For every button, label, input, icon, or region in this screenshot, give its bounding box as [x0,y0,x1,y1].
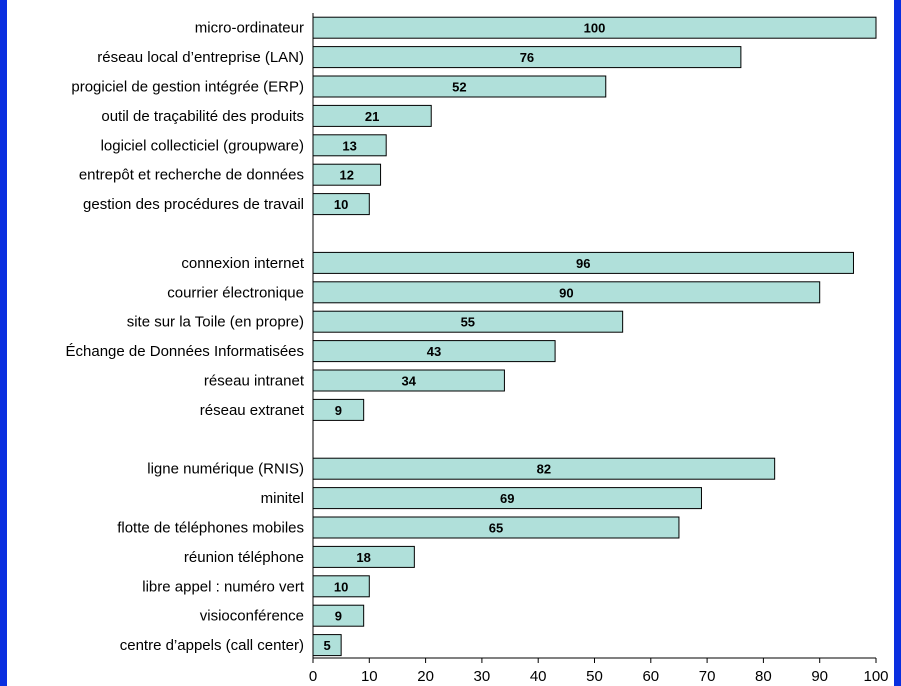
category-label: réseau intranet [204,373,305,390]
category-label: logiciel collecticiel (groupware) [101,137,304,154]
category-label: Échange de Données Informatisées [66,343,304,360]
bar-value-label: 76 [520,50,534,65]
x-tick-label: 50 [586,668,603,685]
x-tick-label: 90 [811,668,828,685]
x-tick-label: 10 [361,668,378,685]
bar-value-label: 82 [537,462,551,477]
bar-value-label: 10 [334,197,348,212]
bar-value-label: 10 [334,579,348,594]
x-tick-label: 40 [530,668,547,685]
left-border [0,0,7,686]
bar-value-label: 34 [401,374,416,389]
category-label: ligne numérique (RNIS) [147,461,304,478]
right-border [894,0,901,686]
x-tick-label: 100 [863,668,888,685]
category-label: entrepôt et recherche de données [79,167,304,184]
x-tick-label: 30 [474,668,491,685]
category-label: progiciel de gestion intégrée (ERP) [71,79,304,96]
category-label: réunion téléphone [184,549,304,566]
category-label: centre d’appels (call center) [120,637,304,654]
x-tick-label: 60 [642,668,659,685]
x-tick-label: 70 [699,668,716,685]
category-labels: micro-ordinateur réseau local d’entrepris… [66,20,305,654]
x-tick-label: 20 [417,668,434,685]
bar-value-label: 52 [452,80,466,95]
bar-value-label: 55 [461,315,475,330]
bar-value-label: 96 [576,256,590,271]
bar-value-label: 100 [584,21,606,36]
bar-value-label: 65 [489,521,503,536]
bar-value-label: 9 [335,403,342,418]
category-label: minitel [261,490,304,507]
bar-value-label: 12 [340,168,354,183]
category-label: courrier électronique [167,284,304,301]
x-tick-label: 0 [309,668,317,685]
bar-value-label: 43 [427,344,441,359]
bar-value-label: 9 [335,609,342,624]
category-label: réseau local d’entreprise (LAN) [97,49,304,66]
bar-value-label: 13 [342,138,356,153]
category-label: libre appel : numéro vert [142,578,305,595]
axes: 0 10 20 30 40 50 60 70 80 90 100 [309,13,889,685]
category-label: micro-ordinateur [195,20,304,37]
category-label: outil de traçabilité des produits [101,108,304,125]
category-label: gestion des procédures de travail [83,196,304,213]
bar-value-label: 90 [559,285,573,300]
category-label: flotte de téléphones mobiles [117,520,304,537]
bar-value-label: 18 [356,550,370,565]
bar-value-label: 5 [323,638,330,653]
category-label: réseau extranet [200,402,305,419]
x-tick-label: 80 [755,668,772,685]
category-label: site sur la Toile (en propre) [127,314,304,331]
category-label: connexion internet [181,255,304,272]
category-label: visioconférence [200,608,304,625]
bar-value-label: 69 [500,491,514,506]
bar-value-label: 21 [365,109,379,124]
